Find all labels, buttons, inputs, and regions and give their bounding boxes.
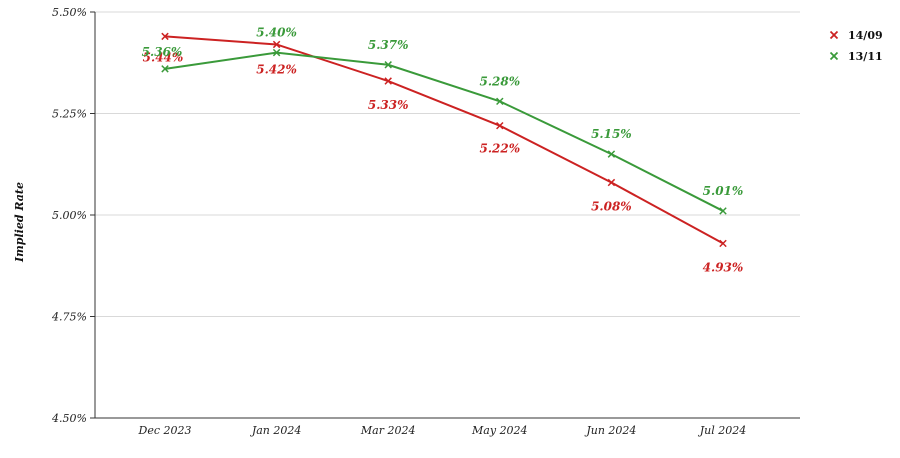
data-label: 4.93% bbox=[703, 260, 744, 274]
series-line-14-09 bbox=[164, 35, 724, 245]
data-label: 5.37% bbox=[368, 38, 409, 52]
series-group bbox=[161, 32, 727, 248]
data-label: 5.22% bbox=[479, 142, 520, 156]
data-label: 5.08% bbox=[591, 200, 632, 214]
data-label: 5.33% bbox=[368, 98, 409, 112]
data-labels: 5.44% 5.42% 5.33% 5.22% 5.08% 4.93% 5.36% 5.40%… bbox=[142, 26, 744, 275]
data-point-marker bbox=[496, 97, 504, 106]
axes bbox=[90, 11, 800, 419]
data-point-marker bbox=[607, 150, 616, 158]
x-tick-label: Dec 2023 bbox=[138, 424, 192, 437]
x-tick-label: Mar 2024 bbox=[360, 424, 416, 437]
data-label: 5.28% bbox=[479, 74, 520, 88]
data-label: 5.36% bbox=[142, 45, 183, 59]
x-tick-label: Jul 2024 bbox=[698, 424, 747, 437]
x-tick-label: Jun 2024 bbox=[584, 424, 636, 437]
data-point-marker bbox=[719, 239, 727, 248]
legend-label: 14/09 bbox=[848, 29, 883, 42]
y-tick-label: 5.25% bbox=[52, 108, 87, 121]
y-tick-label: 5.50% bbox=[52, 6, 87, 19]
data-label: 5.01% bbox=[703, 184, 744, 198]
legend: 14/09 13/11 bbox=[829, 29, 883, 63]
data-label: 5.44% bbox=[143, 50, 184, 64]
data-point-marker bbox=[161, 32, 169, 41]
data-label: 5.15% bbox=[591, 127, 632, 141]
data-point-marker bbox=[272, 40, 281, 49]
data-point-marker bbox=[607, 178, 616, 187]
y-tick-label: 4.50% bbox=[51, 412, 87, 425]
data-point-marker bbox=[496, 121, 504, 130]
y-axis-label: Implied Rate bbox=[13, 182, 26, 263]
x-tick-label: Jan 2024 bbox=[250, 424, 302, 437]
series-line-13-11 bbox=[164, 51, 724, 212]
data-point-marker bbox=[384, 77, 392, 85]
data-label: 5.40% bbox=[256, 26, 297, 40]
data-point-marker bbox=[272, 48, 281, 57]
data-point-marker bbox=[719, 207, 727, 215]
grid-lines bbox=[95, 11, 800, 419]
data-point-marker bbox=[384, 61, 392, 69]
y-tick-label: 5.00% bbox=[52, 209, 87, 222]
data-point-marker bbox=[161, 65, 169, 73]
data-label: 5.42% bbox=[256, 62, 297, 76]
legend-item[interactable]: 13/11 bbox=[829, 50, 883, 63]
tick-labels: 4.50% 4.75% 5.00% 5.25% 5.50% Dec 2023 Jan 202… bbox=[51, 6, 746, 437]
y-tick-label: 4.75% bbox=[51, 311, 87, 324]
legend-item[interactable]: 14/09 bbox=[829, 29, 883, 42]
legend-label: 13/11 bbox=[848, 50, 883, 63]
x-tick-label: May 2024 bbox=[471, 424, 528, 437]
